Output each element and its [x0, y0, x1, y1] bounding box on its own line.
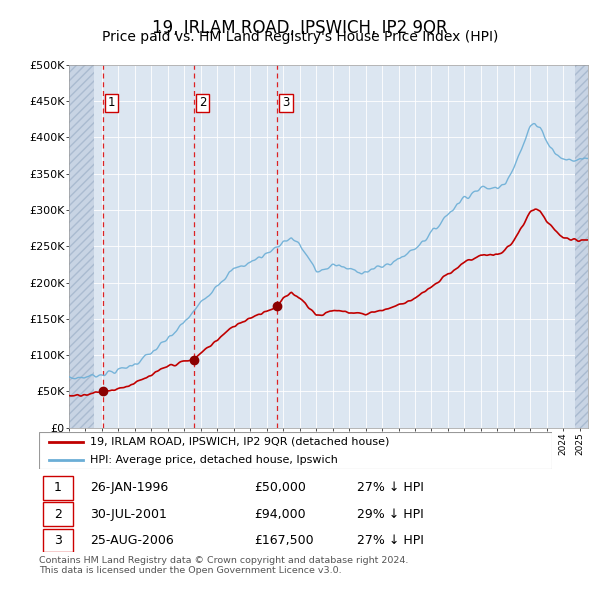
Text: £50,000: £50,000: [254, 481, 307, 494]
Text: 3: 3: [54, 534, 62, 547]
Text: 2: 2: [199, 97, 206, 110]
Text: 3: 3: [283, 97, 290, 110]
FancyBboxPatch shape: [39, 432, 552, 469]
Text: 1: 1: [54, 481, 62, 494]
Text: Price paid vs. HM Land Registry's House Price Index (HPI): Price paid vs. HM Land Registry's House …: [102, 30, 498, 44]
Bar: [575, 65, 588, 428]
Text: 2: 2: [54, 508, 62, 521]
Text: 19, IRLAM ROAD, IPSWICH, IP2 9QR: 19, IRLAM ROAD, IPSWICH, IP2 9QR: [152, 19, 448, 37]
Text: Contains HM Land Registry data © Crown copyright and database right 2024.
This d: Contains HM Land Registry data © Crown c…: [39, 556, 409, 575]
Text: £167,500: £167,500: [254, 534, 314, 547]
Bar: [69, 65, 94, 428]
Text: 27% ↓ HPI: 27% ↓ HPI: [357, 481, 424, 494]
FancyBboxPatch shape: [43, 502, 73, 526]
Text: £94,000: £94,000: [254, 508, 306, 521]
Text: 30-JUL-2001: 30-JUL-2001: [91, 508, 167, 521]
FancyBboxPatch shape: [43, 529, 73, 552]
Text: 26-JAN-1996: 26-JAN-1996: [91, 481, 169, 494]
Text: 29% ↓ HPI: 29% ↓ HPI: [357, 508, 424, 521]
FancyBboxPatch shape: [43, 476, 73, 500]
Text: 19, IRLAM ROAD, IPSWICH, IP2 9QR (detached house): 19, IRLAM ROAD, IPSWICH, IP2 9QR (detach…: [91, 437, 389, 447]
Text: 1: 1: [108, 97, 116, 110]
Text: 25-AUG-2006: 25-AUG-2006: [91, 534, 174, 547]
Text: HPI: Average price, detached house, Ipswich: HPI: Average price, detached house, Ipsw…: [91, 455, 338, 465]
Text: 27% ↓ HPI: 27% ↓ HPI: [357, 534, 424, 547]
